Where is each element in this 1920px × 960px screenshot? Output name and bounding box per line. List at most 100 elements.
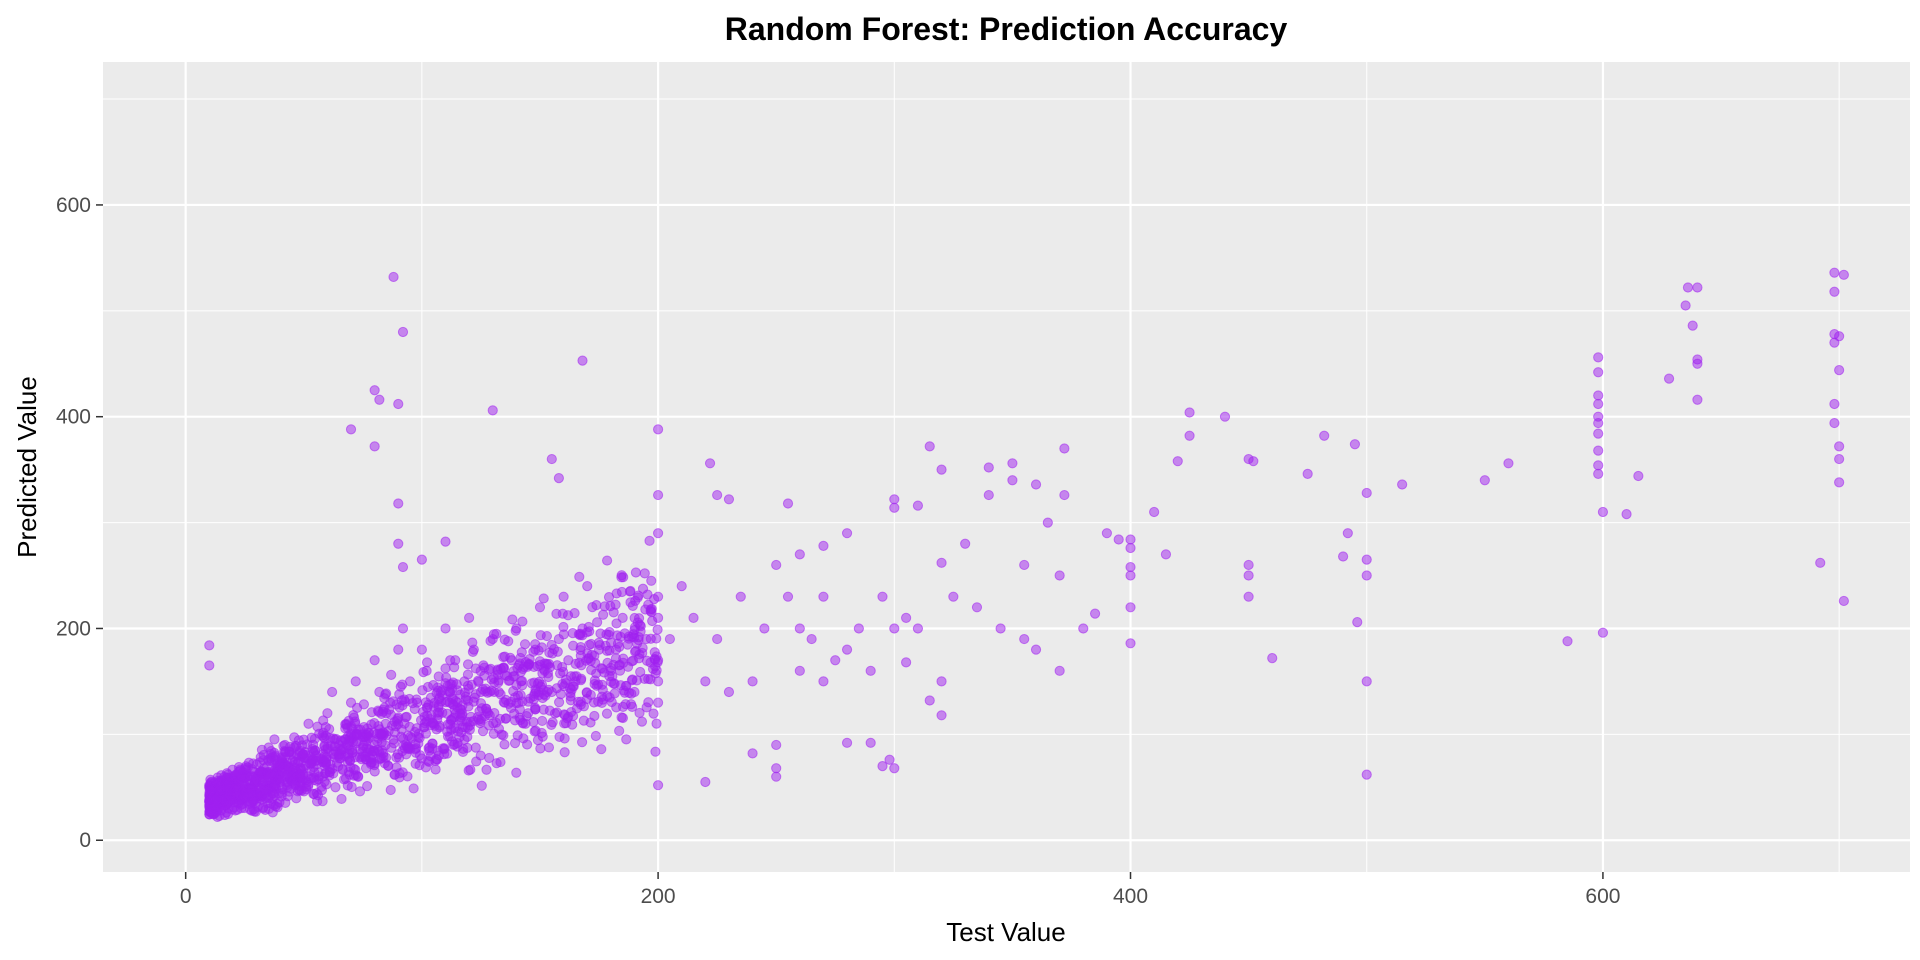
data-point xyxy=(393,498,404,509)
data-point xyxy=(393,398,404,410)
data-point xyxy=(1125,602,1136,613)
data-point xyxy=(936,464,947,475)
data-point xyxy=(1361,554,1372,565)
x-tick-label: 400 xyxy=(1113,885,1148,908)
data-point xyxy=(337,763,348,775)
data-point xyxy=(605,662,616,673)
data-point xyxy=(301,781,312,792)
data-point xyxy=(912,500,924,511)
data-point xyxy=(636,716,648,727)
data-point xyxy=(853,623,864,634)
data-point xyxy=(481,764,492,775)
data-point xyxy=(559,747,570,758)
data-point xyxy=(346,723,357,734)
data-point xyxy=(374,394,385,405)
data-point xyxy=(530,686,542,697)
data-point xyxy=(431,688,442,699)
data-point xyxy=(1829,267,1840,278)
data-point xyxy=(983,489,994,501)
data-point xyxy=(1692,358,1703,369)
data-point xyxy=(591,600,602,611)
data-point xyxy=(601,555,613,566)
data-point xyxy=(534,602,546,613)
data-point xyxy=(547,648,558,659)
data-point xyxy=(535,743,546,754)
data-point xyxy=(416,644,427,655)
data-point xyxy=(462,722,473,733)
data-point xyxy=(440,536,451,547)
data-point xyxy=(558,666,569,678)
data-point xyxy=(574,571,585,582)
data-point xyxy=(1838,595,1849,607)
data-point xyxy=(1054,665,1065,676)
data-point xyxy=(554,731,565,743)
data-point xyxy=(1352,617,1363,628)
data-point xyxy=(405,743,416,755)
data-point xyxy=(449,662,460,673)
data-point xyxy=(537,668,548,679)
data-point xyxy=(369,739,380,750)
data-point xyxy=(1829,417,1840,429)
data-point xyxy=(546,719,557,730)
data-point xyxy=(1593,445,1604,456)
data-point xyxy=(350,676,361,687)
data-point xyxy=(484,686,495,697)
data-point xyxy=(577,737,588,748)
data-point xyxy=(1593,417,1604,429)
data-point xyxy=(204,660,215,671)
data-point xyxy=(393,644,404,655)
data-point xyxy=(476,780,487,791)
data-point xyxy=(440,663,451,674)
data-point xyxy=(1184,407,1195,418)
data-point xyxy=(392,749,404,760)
data-point xyxy=(422,710,433,721)
data-point xyxy=(971,602,983,613)
data-point xyxy=(397,326,409,338)
data-point xyxy=(1243,591,1254,602)
data-point xyxy=(616,712,627,723)
data-point xyxy=(377,706,389,717)
data-point xyxy=(543,742,555,753)
data-point xyxy=(1007,475,1018,486)
data-point xyxy=(344,737,355,748)
data-point xyxy=(404,721,415,733)
data-point xyxy=(841,737,853,748)
data-point xyxy=(1834,365,1845,376)
data-point xyxy=(598,609,609,620)
data-point xyxy=(1054,570,1065,581)
data-point xyxy=(263,771,274,782)
data-point xyxy=(362,781,373,792)
data-point xyxy=(596,744,607,755)
data-point xyxy=(1248,456,1259,467)
data-point xyxy=(222,808,234,820)
data-point xyxy=(1059,489,1070,501)
data-point xyxy=(289,742,300,753)
data-point xyxy=(1621,509,1632,520)
data-point xyxy=(537,731,548,742)
data-point xyxy=(936,557,947,568)
data-point xyxy=(1479,475,1490,486)
data-point xyxy=(771,763,782,774)
y-tick-label: 600 xyxy=(56,194,91,217)
data-point xyxy=(616,586,628,598)
data-point xyxy=(889,623,900,634)
data-point xyxy=(1562,636,1573,647)
data-point xyxy=(664,633,676,645)
data-point xyxy=(551,683,562,694)
data-point xyxy=(388,271,399,283)
data-point xyxy=(570,658,581,670)
data-point xyxy=(794,665,805,676)
data-point xyxy=(582,581,593,592)
data-point xyxy=(723,686,735,698)
data-point xyxy=(385,784,396,796)
data-point xyxy=(421,657,433,668)
data-point xyxy=(1397,479,1408,490)
data-point xyxy=(616,570,627,581)
data-point xyxy=(652,697,664,708)
data-point xyxy=(1125,534,1136,545)
data-point xyxy=(712,633,723,645)
data-point xyxy=(277,767,288,778)
data-point xyxy=(222,778,234,789)
data-point xyxy=(457,700,468,711)
